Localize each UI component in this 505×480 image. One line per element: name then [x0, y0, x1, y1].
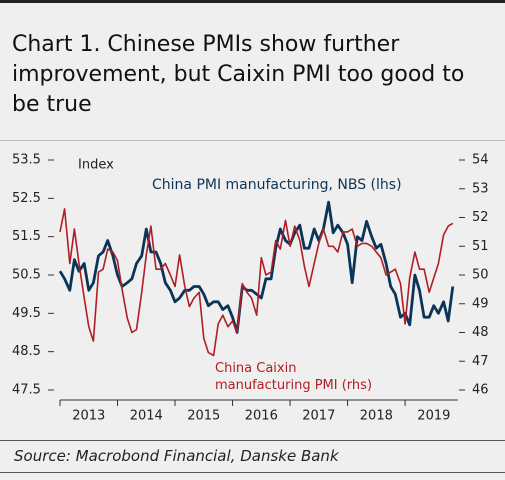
chart: Index China PMI manufacturing, NBS (lhs)…: [12, 153, 489, 424]
y2-tick-label: 51: [472, 239, 489, 254]
source: Source: Macrobond Financial, Danske Bank: [14, 447, 339, 465]
series-line: [59, 208, 454, 357]
y2-tick-label: 46: [472, 383, 489, 398]
y-tick-label: 48.5: [12, 344, 41, 359]
y2-tick-label: 54: [472, 153, 489, 168]
rule: [0, 440, 505, 441]
y2-tick-label: 47: [472, 354, 489, 369]
y-tick-label: 50.5: [12, 268, 41, 283]
x-tick-label: 2013: [72, 409, 105, 424]
chart-title: Chart 1. Chinese PMIs show further impro…: [12, 32, 465, 117]
x-tick-label: 2016: [245, 409, 278, 424]
y2-tick-label: 53: [472, 181, 489, 196]
y-tick-label: 53.5: [12, 153, 41, 168]
y2-tick-label: 50: [472, 268, 489, 283]
series-label: China PMI manufacturing, NBS (lhs): [152, 177, 402, 193]
series-line: [58, 200, 455, 334]
y-tick-label: 52.5: [12, 191, 41, 206]
x-tick-label: 2019: [417, 409, 450, 424]
y2-tick-label: 48: [472, 325, 489, 340]
rule: [0, 472, 505, 473]
rule: [0, 140, 505, 141]
y2-tick-label: 52: [472, 210, 489, 225]
x-tick-label: 2015: [187, 409, 220, 424]
y2-tick-label: 49: [472, 296, 489, 311]
series-label: China Caixin manufacturing PMI (rhs): [215, 361, 373, 393]
y-axis-label: Index: [78, 158, 114, 173]
x-tick-label: 2017: [302, 409, 335, 424]
x-tick-label: 2018: [360, 409, 393, 424]
x-tick-label: 2014: [130, 409, 163, 424]
top-rule: [0, 0, 505, 3]
y-tick-label: 47.5: [12, 383, 41, 398]
y-tick-label: 51.5: [12, 229, 41, 244]
y-tick-label: 49.5: [12, 306, 41, 321]
